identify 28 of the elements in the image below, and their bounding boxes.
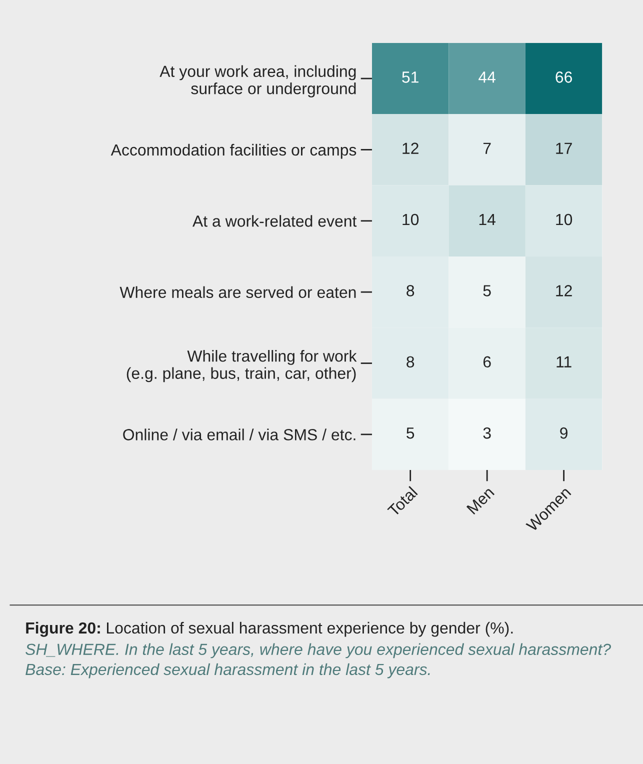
x-tick-label: Men [466, 486, 495, 515]
data-label: 66 [556, 72, 572, 83]
data-label: 44 [478, 72, 496, 83]
data-label: 12 [556, 285, 572, 296]
y-tick-label: At your work area, including surface or underground [160, 65, 356, 98]
data-label: 10 [402, 214, 419, 226]
data-label: 3 [483, 427, 491, 439]
y-tick-label: Accommodation facilities or camps [110, 144, 356, 159]
y-tick-label: Where meals are served or eaten [120, 286, 356, 298]
data-label: 12 [402, 142, 418, 154]
data-label: 14 [479, 214, 496, 226]
y-tick-label: Online / via email / via SMS / etc. [123, 428, 356, 440]
y-tick-label: While travelling for work (e.g. plane, bus, train, car, other) [126, 350, 357, 382]
caption: Figure 20: [26, 622, 100, 637]
data-label: 8 [406, 356, 414, 368]
data-label: 51 [402, 72, 418, 83]
data-label: 7 [483, 142, 491, 154]
data-label: 9 [560, 427, 568, 439]
data-label: 5 [483, 285, 491, 296]
data-label: 10 [556, 214, 572, 226]
text: Location of sexual harassment experience by gender (%). [106, 622, 513, 637]
data-label: 6 [483, 356, 491, 368]
data-label: 11 [556, 356, 572, 368]
data-label: 8 [406, 285, 414, 296]
text: SH_WHERE. In the last 5 years, where have you experienced sexual harassment? Base: Experienced sexual harassment in the last 5 years. [26, 643, 611, 678]
data-label: 5 [406, 428, 414, 439]
data-label: 17 [556, 142, 572, 154]
y-tick-label: At a work-related event [192, 215, 357, 227]
